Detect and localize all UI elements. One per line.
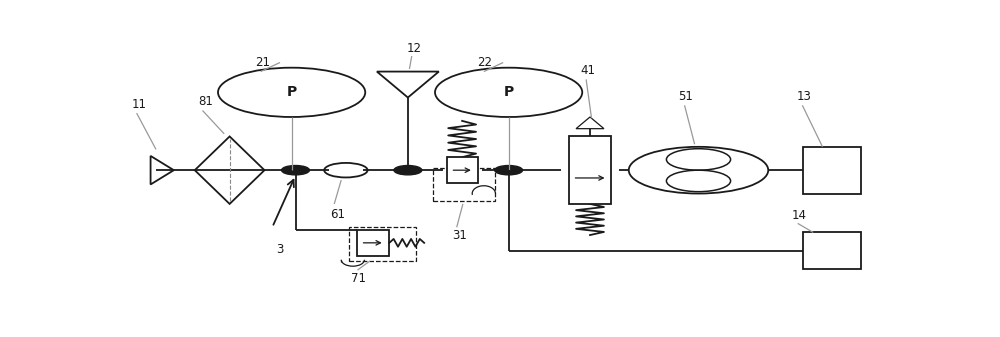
Text: 21: 21 <box>255 56 270 69</box>
Text: 31: 31 <box>452 228 467 242</box>
Bar <box>433 168 495 201</box>
Circle shape <box>629 147 768 193</box>
Text: 14: 14 <box>792 209 806 222</box>
Text: 51: 51 <box>678 90 693 103</box>
Bar <box>803 233 861 269</box>
Text: 71: 71 <box>351 272 366 285</box>
Bar <box>357 230 389 256</box>
Bar <box>569 136 611 204</box>
Text: P: P <box>504 85 514 99</box>
Text: 81: 81 <box>199 95 214 108</box>
Bar <box>803 147 861 193</box>
Text: 13: 13 <box>797 90 812 103</box>
Bar <box>349 227 416 261</box>
Circle shape <box>495 165 523 175</box>
Text: 11: 11 <box>131 97 146 111</box>
Text: 41: 41 <box>581 64 596 77</box>
Circle shape <box>282 165 309 175</box>
Text: 22: 22 <box>478 56 493 69</box>
Circle shape <box>394 165 422 175</box>
Text: 61: 61 <box>330 208 345 221</box>
Text: 3: 3 <box>276 243 284 256</box>
Bar <box>447 157 478 183</box>
Text: P: P <box>287 85 297 99</box>
Text: 12: 12 <box>406 42 421 55</box>
